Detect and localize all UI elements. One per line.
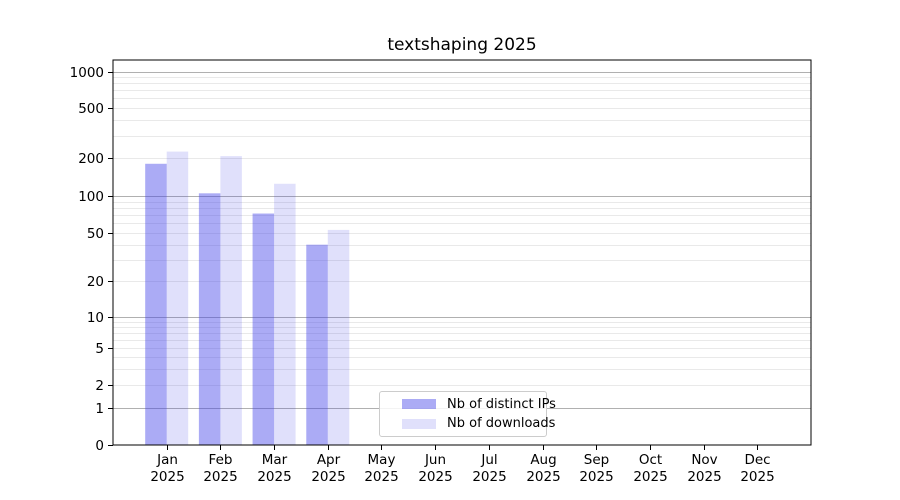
svg-text:Jun: Jun: [424, 452, 446, 468]
svg-text:2025: 2025: [687, 469, 721, 485]
y-tick-label-2: 2: [95, 378, 104, 394]
y-tick-label-20: 20: [87, 274, 104, 290]
bar-apr-downloads: [327, 229, 350, 445]
svg-text:May: May: [368, 452, 396, 468]
legend-swatch-distinct-ips: [402, 399, 436, 410]
bar-feb-downloads: [220, 156, 242, 445]
bar-feb-distinct-ips: [198, 193, 221, 445]
svg-text:2025: 2025: [633, 469, 667, 485]
legend-swatch-downloads: [402, 418, 436, 429]
bars-distinct-ips: [145, 163, 328, 445]
y-tick-label-100: 100: [78, 189, 104, 205]
y-tick-label-5: 5: [95, 341, 104, 357]
y-tick-label-1000: 1000: [70, 65, 104, 81]
x-axis-ticks: [167, 445, 758, 450]
svg-text:2025: 2025: [472, 469, 506, 485]
svg-text:2025: 2025: [579, 469, 613, 485]
bar-jan-downloads: [166, 151, 189, 446]
svg-text:2025: 2025: [740, 469, 774, 485]
legend-item-downloads: Nb of downloads: [402, 416, 555, 431]
chart-title: textshaping 2025: [387, 35, 537, 55]
svg-text:2025: 2025: [150, 469, 184, 485]
bar-jan-distinct-ips: [145, 163, 167, 445]
svg-text:Nov: Nov: [691, 452, 717, 468]
y-tick-label-50: 50: [87, 226, 104, 242]
y-tick-label-0: 0: [95, 438, 104, 454]
plot-border: [112, 59, 812, 446]
svg-text:2025: 2025: [311, 469, 345, 485]
y-axis-ticks: [108, 72, 113, 446]
y-gridlines-minor: [113, 77, 811, 386]
svg-text:Jul: Jul: [480, 452, 497, 468]
svg-text:2025: 2025: [526, 469, 560, 485]
svg-text:Jan: Jan: [156, 452, 178, 468]
svg-text:Sep: Sep: [584, 452, 609, 468]
bar-mar-downloads: [274, 183, 296, 446]
y-tick-label-200: 200: [78, 151, 104, 167]
legend-label-downloads: Nb of downloads: [447, 416, 556, 432]
y-tick-label-500: 500: [78, 101, 104, 117]
svg-text:2025: 2025: [257, 469, 291, 485]
svg-text:2025: 2025: [418, 469, 452, 485]
svg-text:Feb: Feb: [209, 452, 233, 468]
svg-text:Dec: Dec: [744, 452, 770, 468]
bar-mar-distinct-ips: [252, 213, 275, 445]
bars-downloads: [166, 151, 350, 446]
svg-text:Apr: Apr: [317, 452, 341, 468]
y-axis-labels: 0 1 2 5 10 20 50 100 200 500 1000: [70, 65, 104, 454]
legend-label-distinct-ips: Nb of distinct IPs: [447, 396, 556, 412]
svg-text:Mar: Mar: [262, 452, 288, 468]
y-tick-label-1: 1: [95, 401, 104, 417]
x-axis-labels: Jan2025Feb2025Mar2025Apr2025May2025Jun20…: [150, 452, 774, 485]
bar-apr-distinct-ips: [306, 244, 328, 445]
y-tick-label-10: 10: [87, 310, 104, 326]
svg-text:Aug: Aug: [530, 452, 556, 468]
svg-text:2025: 2025: [203, 469, 237, 485]
legend-item-distinct-ips: Nb of distinct IPs: [402, 397, 556, 412]
legend: Nb of distinct IPs Nb of downloads: [379, 391, 556, 437]
svg-text:Oct: Oct: [639, 452, 662, 468]
svg-text:2025: 2025: [364, 469, 398, 485]
